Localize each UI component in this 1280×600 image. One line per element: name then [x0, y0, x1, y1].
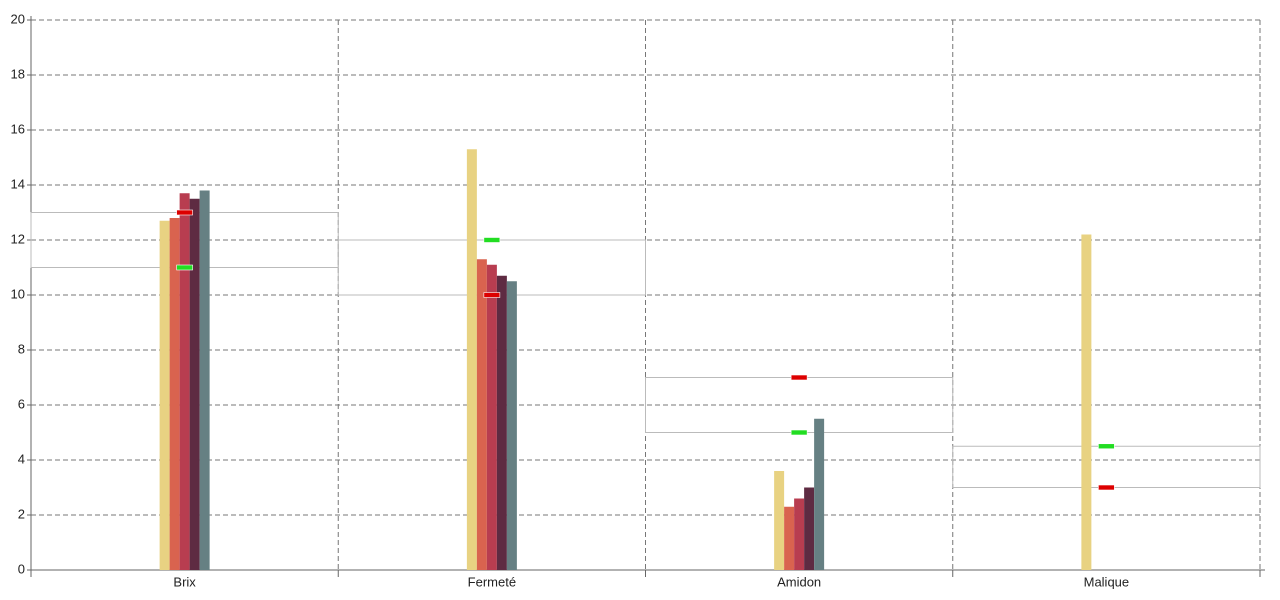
y-tick-label: 16: [11, 121, 25, 136]
bar: [496, 275, 507, 570]
bar: [466, 149, 477, 570]
bar: [199, 190, 210, 570]
target-marker: [790, 429, 808, 436]
bar: [476, 259, 487, 570]
y-tick-label: 0: [18, 561, 25, 576]
y-tick-label: 4: [18, 451, 25, 466]
bar: [804, 487, 815, 570]
x-tick-label: Brix: [173, 574, 196, 589]
bar: [169, 218, 180, 570]
target-marker: [1098, 484, 1115, 491]
bar: [784, 506, 795, 570]
bar: [774, 471, 785, 570]
target-range: [952, 445, 1261, 488]
bar: [794, 498, 805, 570]
target-marker: [1098, 443, 1115, 450]
y-tick-label: 8: [18, 341, 25, 356]
target-marker: [176, 209, 193, 216]
target-marker: [176, 264, 193, 271]
y-tick-label: 12: [11, 231, 25, 246]
y-tick-label: 14: [11, 176, 25, 191]
bar: [189, 198, 200, 570]
x-tick-label: Fermeté: [468, 574, 516, 589]
bar: [814, 418, 825, 570]
bar: [159, 220, 170, 570]
y-tick-label: 6: [18, 396, 25, 411]
bar: [486, 264, 497, 570]
target-marker: [483, 237, 501, 243]
y-tick-label: 20: [11, 11, 25, 26]
y-tick-label: 18: [11, 66, 25, 81]
bar: [179, 193, 190, 570]
x-tick-label: Amidon: [777, 574, 821, 589]
target-marker: [790, 374, 808, 381]
target-marker: [483, 292, 501, 298]
bar: [506, 281, 517, 570]
y-tick-label: 10: [11, 286, 25, 301]
x-tick-label: Malique: [1084, 574, 1130, 589]
y-tick-label: 2: [18, 506, 25, 521]
bar: [1081, 234, 1092, 570]
